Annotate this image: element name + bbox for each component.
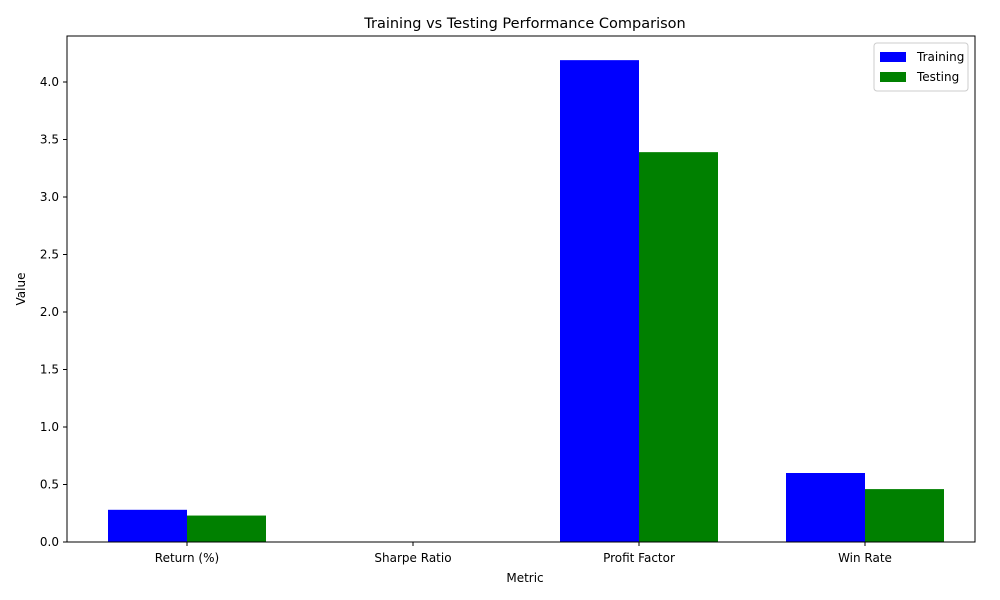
x-axis-label: Metric [506, 571, 543, 585]
y-tick-label: 3.5 [40, 133, 59, 147]
bars-group [108, 60, 944, 543]
x-tick-label: Sharpe Ratio [374, 551, 451, 565]
y-tick-label: 0.0 [40, 535, 59, 549]
legend-label-training: Training [916, 50, 964, 64]
y-tick-label: 3.0 [40, 190, 59, 204]
legend-swatch-training [880, 52, 906, 62]
x-axis-ticks: Return (%) Sharpe Ratio Profit Factor Win R… [155, 542, 892, 565]
y-tick-label: 2.0 [40, 305, 59, 319]
bar-testing-0 [187, 515, 266, 542]
legend-label-testing: Testing [916, 70, 959, 84]
y-axis-ticks: 0.0 0.5 1.0 1.5 2.0 2.5 3.0 3.5 4.0 [40, 75, 67, 549]
bar-training-0 [108, 509, 187, 542]
legend-swatch-testing [880, 72, 906, 82]
x-tick-label: Return (%) [155, 551, 219, 565]
chart-title: Training vs Testing Performance Comparis… [363, 16, 685, 32]
bar-testing-3 [865, 489, 944, 542]
bar-testing-2 [639, 152, 718, 542]
y-tick-label: 1.5 [40, 363, 59, 377]
y-tick-label: 2.5 [40, 248, 59, 262]
bar-training-2 [560, 60, 639, 543]
legend: Training Testing [873, 42, 969, 92]
y-tick-label: 0.5 [40, 478, 59, 492]
y-tick-label: 4.0 [40, 75, 59, 89]
x-tick-label: Win Rate [838, 551, 892, 565]
x-tick-label: Profit Factor [603, 551, 675, 565]
y-axis-label: Value [14, 273, 28, 306]
bar-training-3 [786, 473, 865, 542]
y-tick-label: 1.0 [40, 420, 59, 434]
plot-frame [66, 35, 976, 543]
